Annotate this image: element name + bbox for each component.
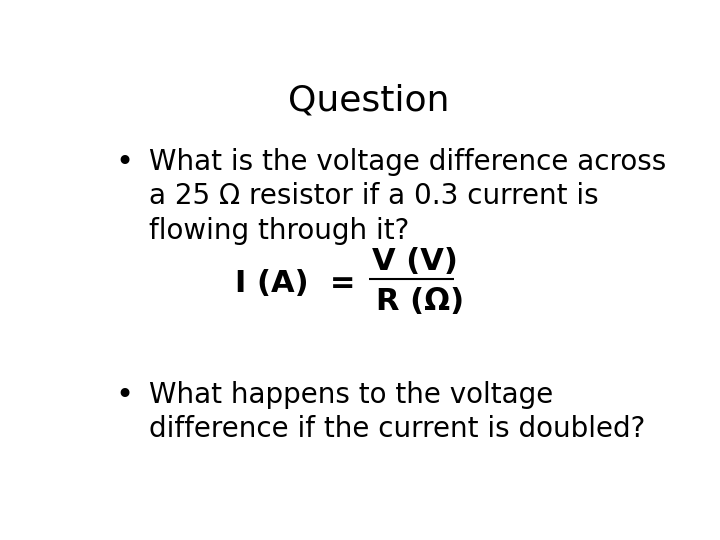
Text: What is the voltage difference across: What is the voltage difference across <box>148 148 666 176</box>
Text: V (V): V (V) <box>372 247 458 276</box>
Text: flowing through it?: flowing through it? <box>148 217 409 245</box>
Text: difference if the current is doubled?: difference if the current is doubled? <box>148 415 645 443</box>
Text: Question: Question <box>288 84 450 118</box>
Text: a 25 Ω resistor if a 0.3 current is: a 25 Ω resistor if a 0.3 current is <box>148 183 598 211</box>
Text: I (A)  =: I (A) = <box>235 268 377 298</box>
Text: What happens to the voltage: What happens to the voltage <box>148 381 553 409</box>
Text: •: • <box>115 381 133 410</box>
Text: R (Ω): R (Ω) <box>377 287 464 316</box>
Text: •: • <box>115 148 133 177</box>
